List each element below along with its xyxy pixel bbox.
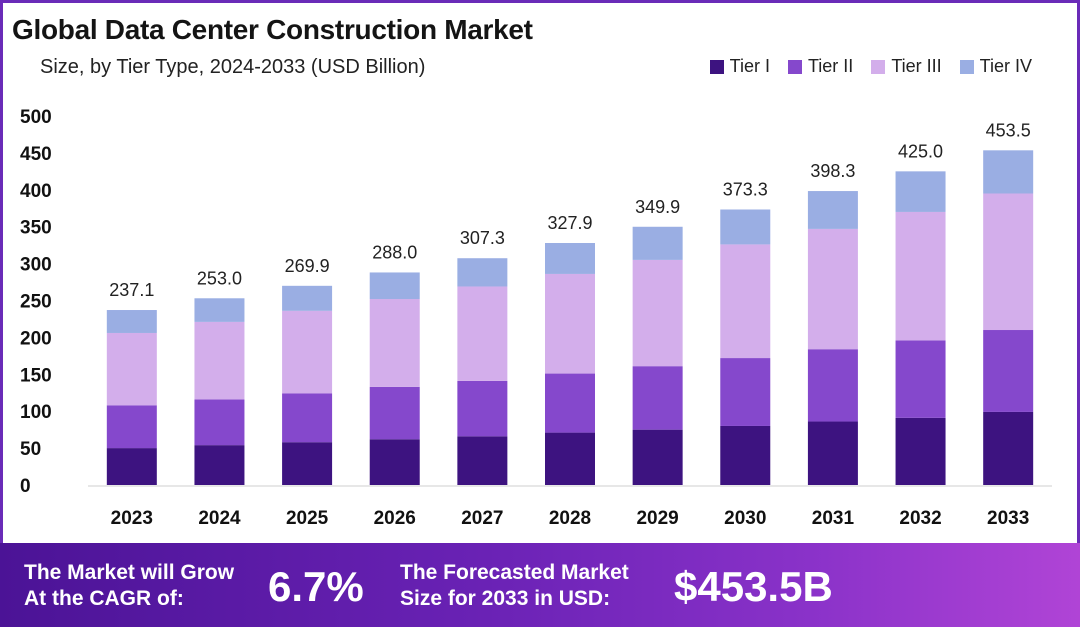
bar-segment-tier-i bbox=[457, 436, 508, 485]
x-tick-label: 2029 bbox=[636, 508, 678, 529]
y-tick-label: 450 bbox=[20, 144, 52, 165]
stacked-bar-chart: 0 50 100 150 200 250 300 350 400 450 500 237.1 2023 2… bbox=[20, 107, 1052, 529]
bar-segment-tier-ii bbox=[807, 349, 858, 422]
y-tick-label: 0 bbox=[20, 476, 31, 497]
y-tick-label: 250 bbox=[20, 292, 52, 313]
bar-segment-tier-ii bbox=[106, 405, 157, 449]
bar-segment-tier-i bbox=[895, 417, 946, 485]
bar-segment-tier-i bbox=[106, 448, 157, 485]
summary-banner: The Market will Grow At the CAGR of: 6.7… bbox=[0, 543, 1080, 627]
y-tick-label: 500 bbox=[20, 107, 52, 128]
cagr-value: 6.7% bbox=[268, 563, 364, 610]
bar-segment-tier-iv bbox=[720, 209, 771, 245]
x-tick-label: 2024 bbox=[198, 508, 241, 529]
x-tick-label: 2028 bbox=[549, 508, 591, 529]
bar-segment-tier-iii bbox=[194, 321, 245, 400]
bar-segment-tier-iv bbox=[545, 243, 595, 274]
bar-segment-tier-iii bbox=[632, 259, 683, 367]
bar-total-label: 288.0 bbox=[372, 242, 417, 262]
chart-title: Global Data Center Construction Market bbox=[12, 14, 533, 45]
bar-segment-tier-i bbox=[983, 411, 1034, 485]
bar-segment-tier-i bbox=[369, 439, 420, 485]
bar-segment-tier-i bbox=[194, 445, 245, 485]
bar-segment-tier-iv bbox=[106, 310, 157, 333]
legend-swatch-tier-4 bbox=[959, 59, 974, 74]
legend-label-tier-3: Tier III bbox=[891, 56, 942, 76]
y-tick-label: 350 bbox=[20, 218, 52, 239]
legend-swatch-tier-3 bbox=[871, 59, 886, 74]
bar-segment-tier-ii bbox=[545, 373, 595, 433]
legend-swatch-tier-1 bbox=[709, 59, 724, 74]
x-tick-label: 2023 bbox=[111, 508, 153, 529]
bar-total-label: 425.0 bbox=[898, 141, 943, 161]
bar-segment-tier-iii bbox=[983, 193, 1034, 331]
forecast-value: $453.5B bbox=[674, 563, 833, 610]
legend-label-tier-4: Tier IV bbox=[979, 56, 1032, 76]
bar-total-label: 453.5 bbox=[986, 120, 1031, 140]
cagr-label: The Market will Grow At the CAGR of: bbox=[24, 561, 235, 610]
legend: Tier I Tier II Tier III Tier IV bbox=[709, 56, 1032, 77]
bar-segment-tier-iv bbox=[282, 285, 333, 311]
bar-segment-tier-ii bbox=[895, 340, 946, 418]
bar-segment-tier-i bbox=[807, 421, 858, 485]
bar-total-label: 373.3 bbox=[723, 180, 768, 200]
y-tick-label: 50 bbox=[20, 439, 41, 460]
bar-segment-tier-ii bbox=[720, 358, 771, 426]
y-tick-label: 400 bbox=[20, 181, 52, 202]
bar-segment-tier-ii bbox=[983, 330, 1034, 412]
bar-segment-tier-iv bbox=[983, 150, 1034, 194]
bar-segment-tier-iv bbox=[194, 298, 245, 322]
bar-segment-tier-iii bbox=[895, 211, 946, 341]
bar-segment-tier-iv bbox=[632, 226, 683, 260]
bar-total-label: 269.9 bbox=[285, 256, 330, 276]
bar-segment-tier-iv bbox=[895, 171, 946, 212]
bar-segment-tier-ii bbox=[632, 366, 683, 430]
forecast-label: The Forecasted Market Size for 2033 in U… bbox=[400, 561, 629, 610]
x-tick-label: 2033 bbox=[987, 508, 1029, 529]
bar-segment-tier-ii bbox=[282, 393, 333, 443]
x-tick-label: 2032 bbox=[899, 508, 941, 529]
legend-item-tier-1: Tier I bbox=[709, 56, 770, 77]
bar-total-label: 398.3 bbox=[810, 161, 855, 181]
bar-segment-tier-i bbox=[545, 432, 595, 485]
bar-segment-tier-ii bbox=[457, 380, 508, 437]
bar-segment-tier-iii bbox=[106, 332, 157, 406]
legend-label-tier-1: Tier I bbox=[729, 56, 770, 76]
y-tick-label: 100 bbox=[20, 402, 52, 423]
bar-total-label: 253.0 bbox=[197, 268, 242, 288]
x-tick-label: 2030 bbox=[724, 508, 766, 529]
bar-segment-tier-iv bbox=[369, 272, 420, 300]
bar-segment-tier-iii bbox=[807, 228, 858, 350]
bar-segment-tier-iii bbox=[720, 244, 771, 359]
bar-segment-tier-i bbox=[282, 442, 333, 485]
bar-segment-tier-ii bbox=[369, 386, 420, 440]
bar-total-label: 349.9 bbox=[635, 197, 680, 217]
bar-total-label: 327.9 bbox=[547, 213, 592, 233]
bar-segment-tier-iv bbox=[457, 258, 508, 287]
x-tick-label: 2031 bbox=[812, 508, 855, 529]
bar-segment-tier-iii bbox=[282, 310, 333, 394]
y-tick-label: 300 bbox=[20, 255, 52, 276]
bar-total-label: 237.1 bbox=[109, 280, 154, 300]
bar-segment-tier-ii bbox=[194, 399, 245, 446]
y-tick-label: 150 bbox=[20, 365, 52, 386]
bar-segment-tier-iii bbox=[369, 299, 420, 387]
x-tick-label: 2027 bbox=[461, 508, 503, 529]
legend-item-tier-3: Tier III bbox=[871, 56, 942, 77]
legend-swatch-tier-2 bbox=[787, 59, 802, 74]
bar-segment-tier-iii bbox=[457, 286, 508, 381]
bar-total-label: 307.3 bbox=[460, 228, 505, 248]
x-tick-label: 2025 bbox=[286, 508, 329, 529]
bar-segment-tier-i bbox=[720, 425, 771, 485]
bar-segment-tier-iv bbox=[807, 191, 858, 229]
legend-item-tier-2: Tier II bbox=[787, 56, 854, 77]
chart-subtitle: Size, by Tier Type, 2024-2033 (USD Billi… bbox=[40, 56, 426, 78]
bar-segment-tier-i bbox=[632, 429, 683, 485]
y-tick-label: 200 bbox=[20, 328, 52, 349]
legend-label-tier-2: Tier II bbox=[807, 56, 854, 76]
legend-item-tier-4: Tier IV bbox=[959, 56, 1032, 77]
x-tick-label: 2026 bbox=[374, 508, 416, 529]
bar-segment-tier-iii bbox=[545, 273, 595, 374]
